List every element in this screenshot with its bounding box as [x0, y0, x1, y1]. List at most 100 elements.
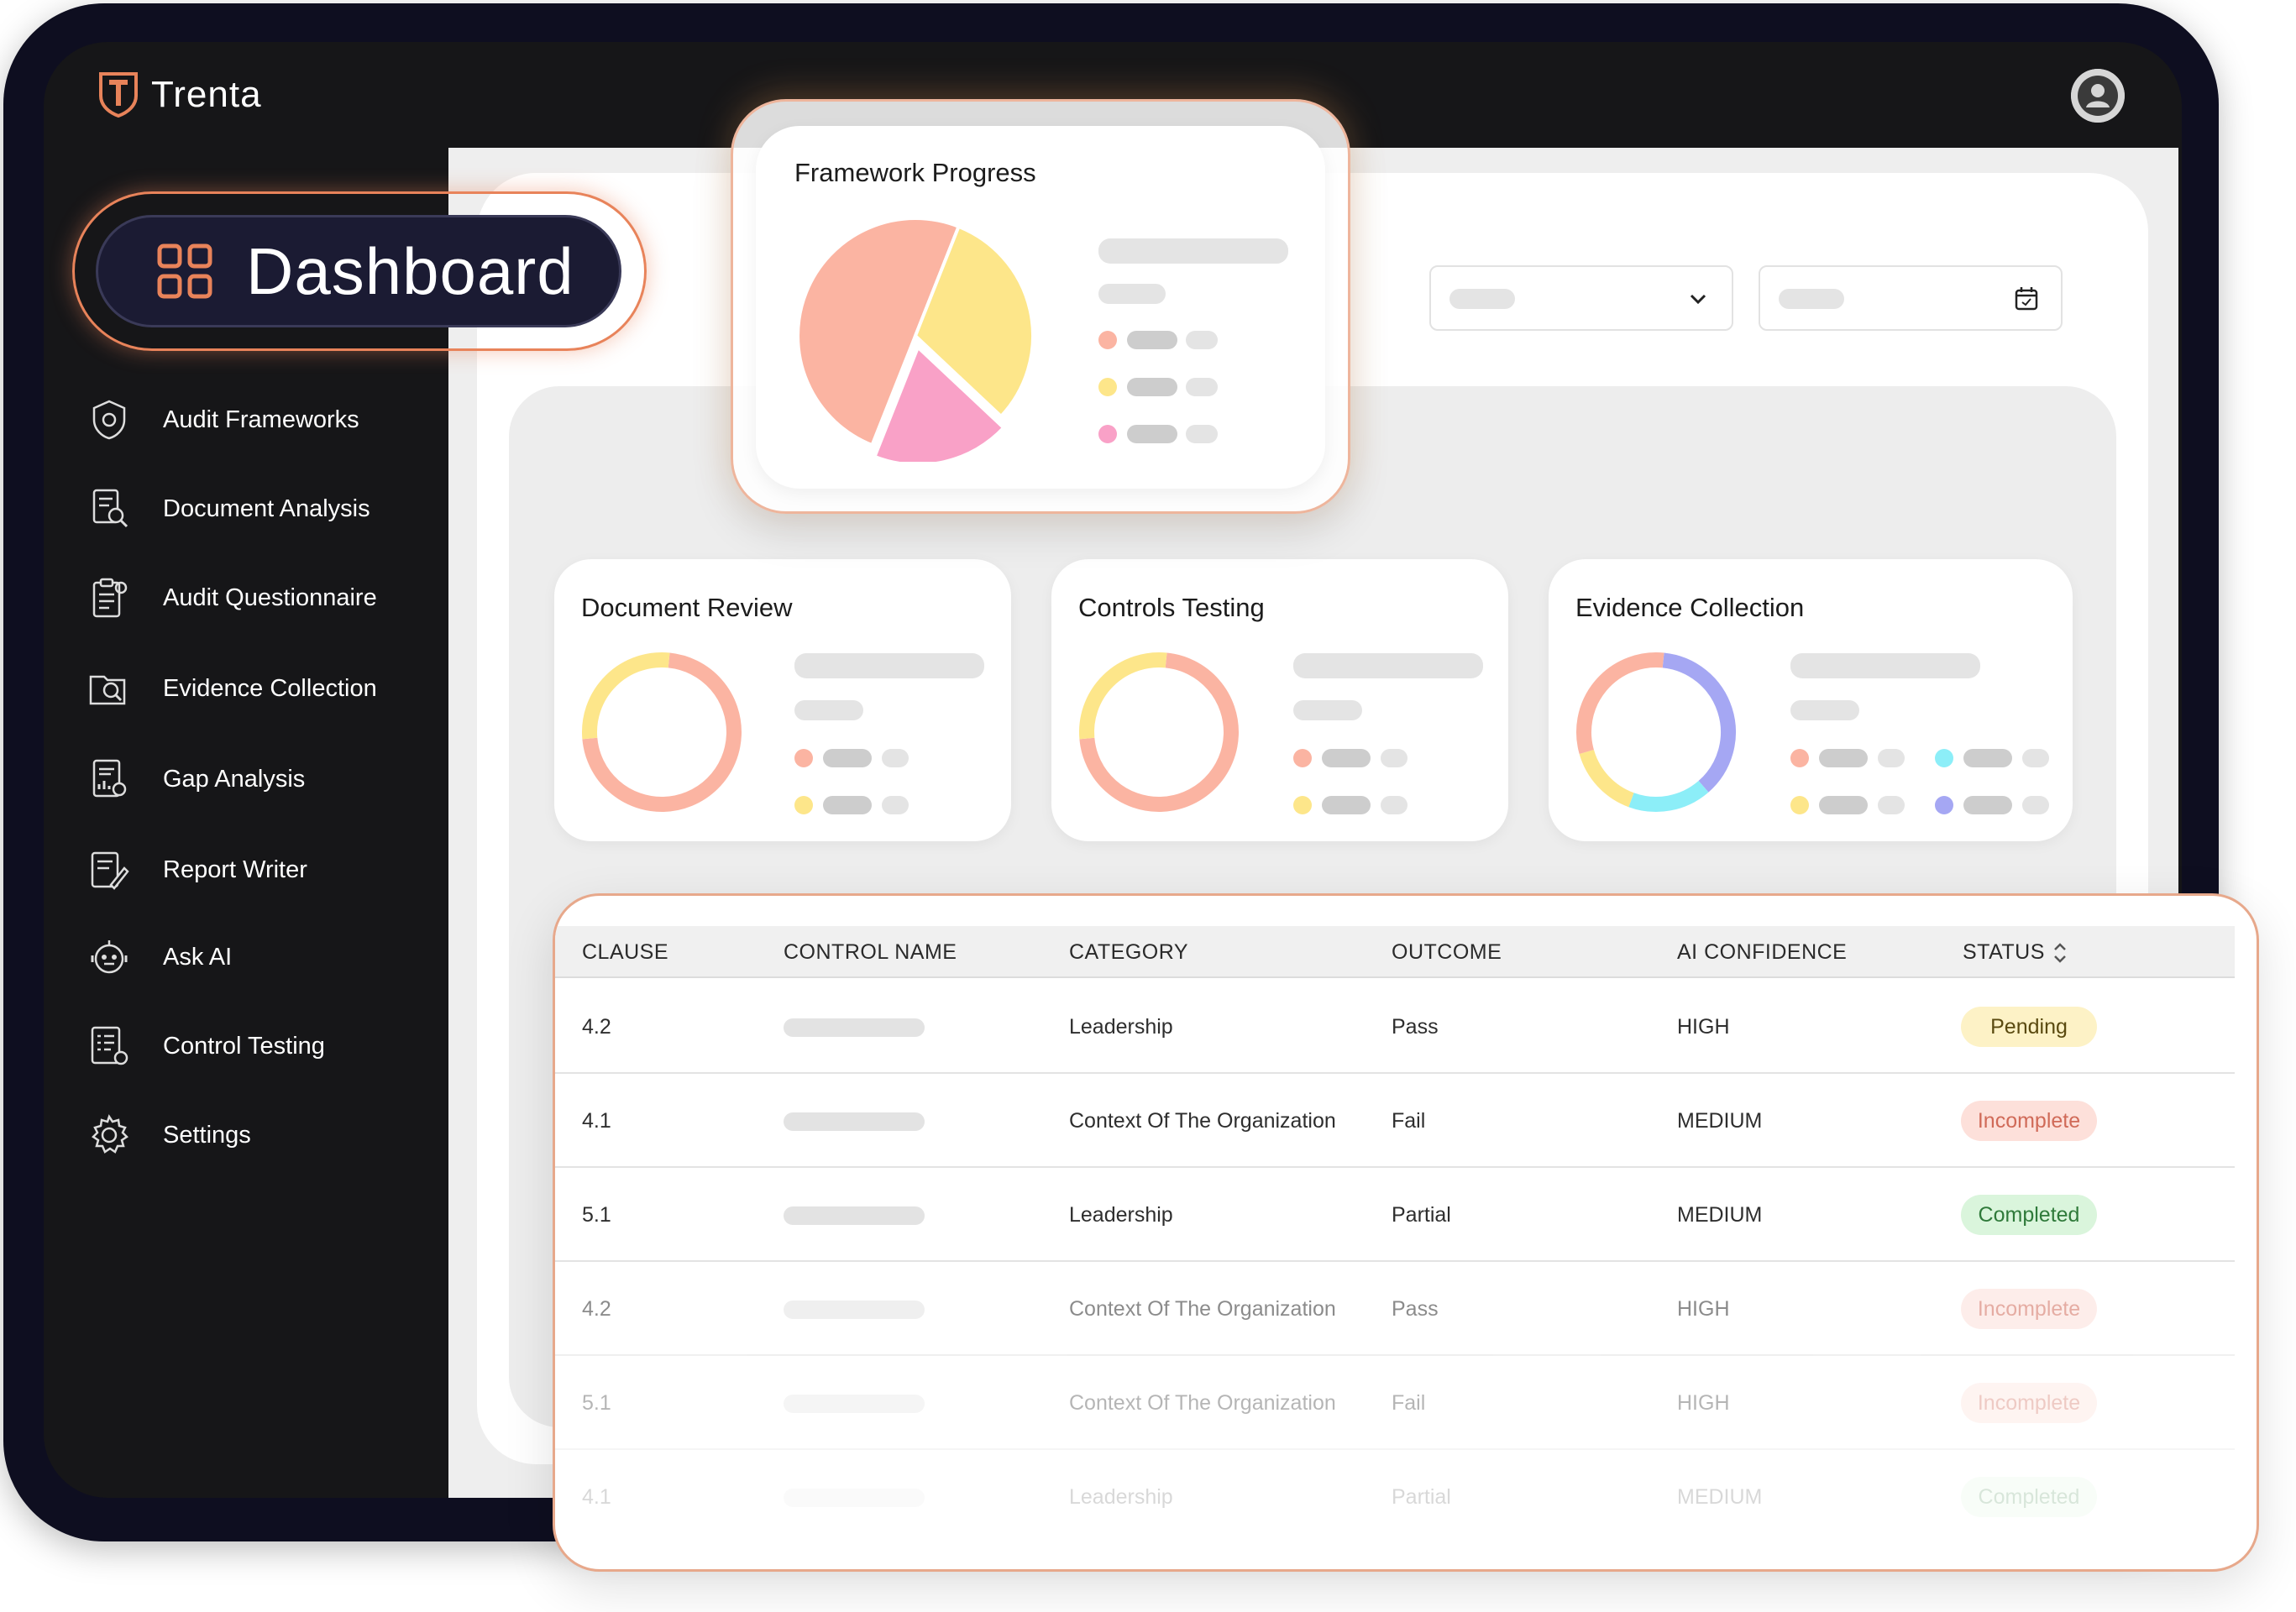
cell-control-name-placeholder [784, 1018, 925, 1037]
cell-ai-confidence: MEDIUM [1677, 1203, 1763, 1227]
skeleton-line [1293, 653, 1483, 678]
donut-segment [1662, 652, 1736, 793]
status-badge: Completed [1961, 1477, 2097, 1517]
skeleton-line [2022, 796, 2049, 814]
skeleton-line [823, 749, 872, 767]
cell-control-name-placeholder [784, 1206, 925, 1225]
sidebar-item-label: Gap Analysis [163, 765, 306, 793]
column-header-outcome[interactable]: OUTCOME [1392, 940, 1502, 964]
folder-search-icon [89, 675, 126, 705]
column-header-ai-confidence[interactable]: AI CONFIDENCE [1677, 940, 1848, 964]
donut-segment [1079, 652, 1239, 812]
sidebar-item-document-analysis[interactable]: Document Analysis [87, 484, 370, 534]
table-row[interactable]: 4.2 Leadership Pass HIGH Pending [555, 980, 2235, 1074]
card-title: Controls Testing [1078, 593, 1265, 622]
cell-control-name-placeholder [784, 1489, 925, 1507]
date-picker[interactable] [1759, 265, 2063, 331]
sidebar-item-evidence-collection[interactable]: Evidence Collection [87, 663, 377, 714]
table-row[interactable]: 4.1 Leadership Partial MEDIUM Completed [555, 1450, 2235, 1544]
skeleton-line [823, 796, 872, 814]
dashboard-label: Dashboard [246, 233, 574, 308]
cell-control-name-placeholder [784, 1112, 925, 1131]
checklist-gear-icon [91, 1026, 128, 1065]
cell-clause: 5.1 [582, 1203, 611, 1227]
sidebar-item-label: Document Analysis [163, 495, 370, 522]
cell-ai-confidence: MEDIUM [1677, 1485, 1763, 1509]
sidebar-item-audit-frameworks[interactable]: Audit Frameworks [87, 395, 359, 445]
user-icon [2071, 69, 2125, 123]
skeleton-line [1098, 284, 1166, 304]
pie-slice [913, 224, 1035, 419]
donut-segment [582, 652, 742, 812]
sidebar-item-label: Report Writer [163, 856, 307, 883]
column-header-category[interactable]: CATEGORY [1069, 940, 1188, 964]
cell-clause: 4.2 [582, 1015, 611, 1039]
cell-ai-confidence: HIGH [1677, 1297, 1730, 1321]
donut-segment [1579, 749, 1634, 808]
skeleton-line [1322, 796, 1371, 814]
skeleton-line [1127, 331, 1177, 349]
card-document-review: Document Review [554, 559, 1011, 841]
filter-dropdown[interactable] [1429, 265, 1733, 331]
sidebar-item-control-testing[interactable]: Control Testing [87, 1021, 325, 1071]
card-title: Framework Progress [794, 158, 1036, 187]
cell-control-name-placeholder [784, 1301, 925, 1319]
sidebar-item-label: Evidence Collection [163, 674, 377, 702]
column-header-clause[interactable]: CLAUSE [582, 940, 669, 964]
skeleton-line [1127, 425, 1177, 443]
donut-segment [1079, 652, 1167, 740]
sidebar-item-report-writer[interactable]: Report Writer [87, 845, 307, 895]
skeleton-line [1878, 796, 1905, 814]
skeleton-line [1819, 796, 1868, 814]
legend-dot-yellow [1790, 796, 1809, 814]
cell-outcome: Pass [1392, 1015, 1439, 1039]
skeleton-line [1963, 796, 2012, 814]
donut-segment [582, 652, 670, 740]
donut-segment [1576, 652, 1664, 754]
document-search-icon [92, 489, 128, 528]
skeleton-line [1293, 700, 1362, 720]
table-row[interactable]: 4.2 Context Of The Organization Pass HIG… [555, 1262, 2235, 1356]
donut-chart [1079, 652, 1239, 812]
legend-dot-purple [1935, 796, 1953, 814]
donut-chart [582, 652, 742, 812]
pie-chart [796, 217, 1035, 462]
skeleton-line [1322, 749, 1371, 767]
sidebar-item-gap-analysis[interactable]: Gap Analysis [87, 754, 305, 804]
legend-dot-salmon [1790, 749, 1809, 767]
table-row[interactable]: 5.1 Leadership Partial MEDIUM Completed [555, 1168, 2235, 1262]
legend-dot-yellow [1098, 378, 1117, 396]
skeleton-line [1186, 331, 1218, 349]
cell-clause: 4.2 [582, 1297, 611, 1321]
cell-control-name-placeholder [784, 1395, 925, 1413]
skeleton-line [794, 700, 863, 720]
pie-slice [796, 217, 962, 447]
cell-category: Context Of The Organization [1069, 1391, 1336, 1415]
brand-name: Trenta [151, 74, 262, 115]
sidebar-item-ask-ai[interactable]: Ask AI [87, 932, 232, 982]
table-row[interactable]: 5.1 Context Of The Organization Fail HIG… [555, 1356, 2235, 1450]
skeleton-line [1381, 749, 1407, 767]
column-header-status[interactable]: STATUS [1963, 940, 2045, 964]
date-value-placeholder [1779, 289, 1844, 309]
card-title: Evidence Collection [1575, 593, 1805, 622]
sidebar-item-settings[interactable]: Settings [87, 1110, 251, 1160]
sidebar-item-dashboard[interactable]: Dashboard [96, 215, 621, 327]
skeleton-line [1819, 749, 1868, 767]
sidebar-item-label: Control Testing [163, 1032, 325, 1060]
column-header-control-name[interactable]: CONTROL NAME [784, 940, 957, 964]
user-avatar[interactable] [2071, 69, 2125, 123]
cell-clause: 4.1 [582, 1485, 611, 1509]
dashboard-highlight [72, 191, 647, 351]
table-row[interactable]: 4.1 Context Of The Organization Fail MED… [555, 1074, 2235, 1168]
sidebar-item-label: Settings [163, 1121, 251, 1149]
sidebar-item-audit-questionnaire[interactable]: Audit Questionnaire [87, 573, 377, 623]
legend-dot-yellow [794, 796, 813, 814]
skeleton-line [1186, 378, 1218, 396]
legend-dot-salmon [1098, 331, 1117, 349]
sort-icon[interactable] [2052, 941, 2068, 965]
card-controls-testing: Controls Testing [1051, 559, 1508, 841]
donut-chart [1576, 652, 1736, 812]
cell-outcome: Fail [1392, 1109, 1426, 1133]
skeleton-line [1790, 700, 1859, 720]
